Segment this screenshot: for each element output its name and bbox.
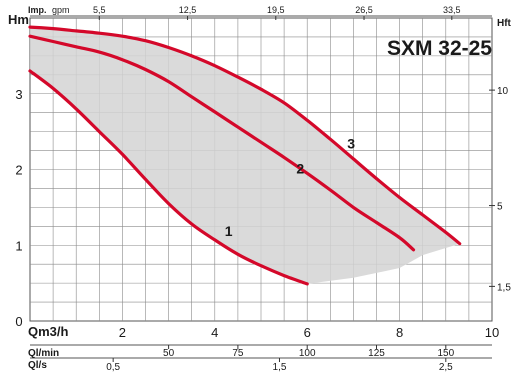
curve-label-2: 2 [296, 160, 304, 176]
lmin-tick-label: 100 [299, 348, 316, 359]
y-right-tick-label: 5 [497, 202, 503, 213]
ls-tick-label: 0,5 [106, 362, 120, 373]
y-tick-label: 2 [15, 163, 22, 178]
curve-3 [28, 25, 462, 246]
x-tick-label: 2 [119, 325, 126, 340]
bottom-axis-label-lmin: Ql/min [28, 348, 59, 359]
curve-label-3: 3 [347, 135, 355, 151]
y-right-axis-label: Hft [497, 18, 512, 29]
top-tick-label: 26,5 [355, 5, 373, 15]
x-axis-label: Qm3/h [28, 324, 69, 339]
curve-1 [28, 69, 309, 286]
y-right-tick-label: 1,5 [497, 282, 511, 293]
top-tick-label: 5,5 [93, 5, 106, 15]
operating-range-shading [30, 27, 460, 284]
y-right-tick-label: 10 [497, 86, 509, 97]
lmin-tick-label: 150 [437, 348, 454, 359]
chart-title: SXM 32-25 [387, 37, 492, 60]
x-tick-label: 6 [304, 325, 311, 340]
lmin-tick-label: 50 [163, 348, 175, 359]
lmin-tick-label: 125 [368, 348, 385, 359]
top-tick-label: 19,5 [267, 5, 285, 15]
curve-2 [28, 34, 416, 252]
x-tick-label: 4 [211, 325, 218, 340]
ls-tick-label: 1,5 [273, 362, 287, 373]
y-tick-label: 3 [15, 87, 22, 102]
x-tick-label: 8 [396, 325, 403, 340]
top-tick-label: 33,5 [443, 5, 461, 15]
ls-tick-label: 2,5 [439, 362, 453, 373]
y-axis-label: Hm [8, 12, 29, 27]
y-tick-label: 0 [15, 314, 22, 329]
y-tick-label: 1 [15, 238, 22, 253]
lmin-tick-label: 75 [232, 348, 244, 359]
curve-label-1: 1 [225, 223, 233, 239]
bottom-axis-label-ls: Ql/s [28, 360, 47, 371]
top-axis-label: Imp. [28, 5, 47, 15]
top-axis-unit: gpm [52, 5, 70, 15]
x-tick-label: 10 [485, 325, 499, 340]
top-tick-label: 12,5 [179, 5, 197, 15]
pump-curves [28, 25, 462, 286]
curve-labels: 1 2 3 [225, 135, 355, 239]
